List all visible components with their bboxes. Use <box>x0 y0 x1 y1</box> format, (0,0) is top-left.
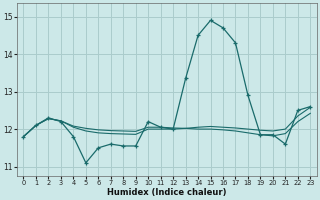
X-axis label: Humidex (Indice chaleur): Humidex (Indice chaleur) <box>107 188 227 197</box>
